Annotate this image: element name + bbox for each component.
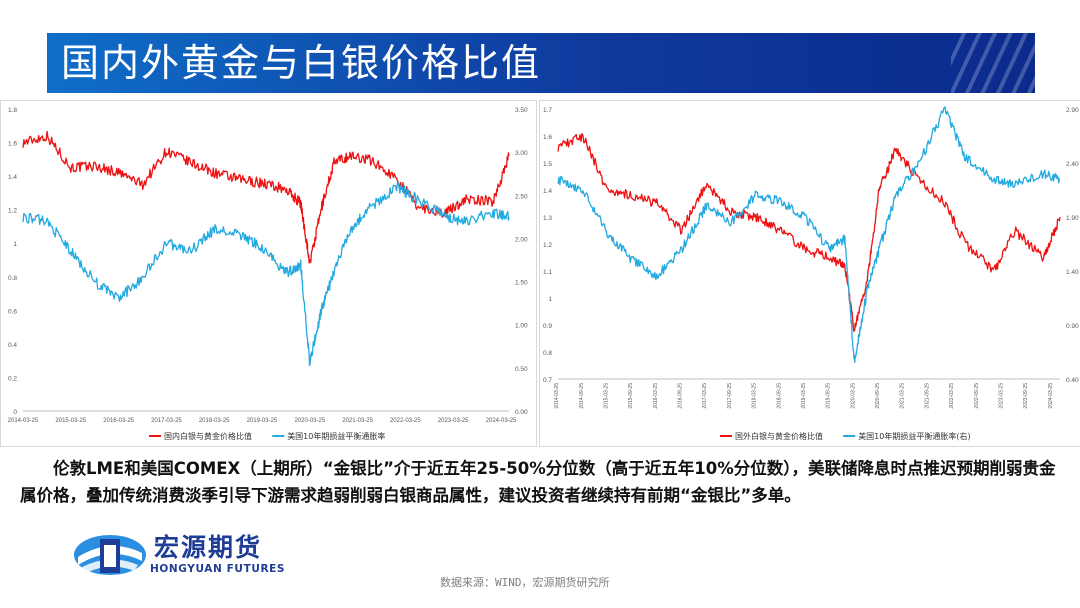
y-right-tick-label: 2.50 — [515, 193, 528, 200]
x-tick-label: 2023-03-25 — [438, 418, 469, 424]
x-tick-label: 2018-03-25 — [751, 383, 757, 409]
x-tick-label: 2022-09-25 — [974, 383, 980, 409]
x-tick-label: 2015-09-25 — [628, 383, 634, 409]
x-tick-label: 2020-09-25 — [875, 383, 881, 409]
y-left-tick-label: 1.8 — [8, 107, 17, 114]
x-tick-label: 2018-09-25 — [776, 383, 782, 409]
x-tick-label: 2024-03-25 — [486, 418, 517, 424]
series-line-breakeven — [22, 181, 510, 367]
y-left-tick-label: 1.7 — [543, 107, 552, 114]
x-tick-label: 2014-09-25 — [579, 383, 585, 409]
y-left-tick-label: 1.3 — [543, 215, 552, 222]
y-left-tick-label: 0 — [13, 409, 17, 416]
y-right-tick-label: 3.50 — [515, 107, 528, 114]
x-tick-label: 2021-09-25 — [924, 383, 930, 409]
y-left-tick-label: 1 — [548, 296, 552, 303]
x-tick-label: 2014-03-25 — [554, 383, 560, 409]
y-left-tick-label: 0.7 — [543, 377, 552, 384]
x-tick-label: 2021-03-25 — [342, 418, 373, 424]
y-left-tick-label: 1.1 — [543, 269, 552, 276]
y-right-tick-label: 1.40 — [1066, 269, 1079, 276]
x-tick-label: 2016-09-25 — [678, 383, 684, 409]
x-tick-label: 2019-03-25 — [247, 418, 278, 424]
chart-domestic-svg: 0 0.2 0.4 0.6 0.8 1 1.2 1.4 1.6 1.8 0.00 0.50 1.00 1.… — [8, 107, 528, 441]
title-banner: 国内外黄金与白银价格比值 — [47, 33, 1035, 93]
y-left-tick-label: 1.6 — [8, 141, 17, 148]
y-left-tick-label: 1 — [13, 241, 17, 248]
y-left-tick-label: 1.5 — [543, 161, 552, 168]
x-tick-label: 2018-03-25 — [199, 418, 230, 424]
legend-label: 美国10年期损益平衡通胀率 — [287, 431, 385, 441]
legend-label: 国内白银与黄金价格比值 — [164, 431, 252, 441]
x-tick-label: 2019-03-25 — [801, 383, 807, 409]
chart-foreign-svg: 0.7 0.8 0.9 1 1.1 1.2 1.3 1.4 1.5 1.6 1.7 0.40 0.90 1… — [543, 106, 1079, 441]
banner-stripe-decoration — [951, 33, 1035, 93]
logo-english-name: HONGYUAN FUTURES — [150, 563, 286, 575]
x-tick-label: 2022-03-25 — [949, 383, 955, 409]
x-tick-label: 2017-09-25 — [727, 383, 733, 409]
page-title: 国内外黄金与白银价格比值 — [61, 41, 542, 85]
legend-label: 国外白银与黄金价格比值 — [735, 431, 823, 441]
x-tick-label: 2024-03-25 — [1048, 383, 1054, 409]
y-left-tick-label: 0.8 — [8, 275, 17, 282]
logo-chinese-name: 宏源期货 — [154, 533, 263, 562]
series-line-breakeven — [557, 106, 1061, 363]
y-right-tick-label: 1.00 — [515, 323, 528, 330]
y-left-tick-label: 1.4 — [8, 174, 17, 181]
series-line-ratio — [557, 132, 1061, 332]
x-tick-label: 2023-03-25 — [998, 383, 1004, 409]
x-tick-label: 2020-03-25 — [850, 383, 856, 409]
y-right-tick-label: 2.90 — [1066, 107, 1079, 114]
x-tick-label: 2023-09-25 — [1023, 383, 1029, 409]
y-right-tick-label: 0.00 — [515, 409, 528, 416]
y-right-tick-label: 0.90 — [1066, 323, 1079, 330]
y-right-tick-label: 1.50 — [515, 280, 528, 287]
data-source-note: 数据来源：WIND，宏源期货研究所 — [440, 576, 610, 589]
legend-label: 美国10年期损益平衡通胀率(右) — [858, 431, 970, 441]
x-tick-label: 2017-03-25 — [702, 383, 708, 409]
y-left-tick-label: 0.6 — [8, 308, 17, 315]
y-left-tick-label: 0.8 — [543, 350, 552, 357]
y-left-tick-label: 1.2 — [543, 242, 552, 249]
y-left-tick-label: 0.2 — [8, 375, 17, 382]
chart-foreign-ratio: 0.7 0.8 0.9 1 1.1 1.2 1.3 1.4 1.5 1.6 1.7 0.40 0.90 1… — [539, 100, 1080, 447]
x-tick-label: 2017-03-25 — [151, 418, 182, 424]
x-tick-label: 2016-03-25 — [103, 418, 134, 424]
x-tick-label: 2022-03-25 — [390, 418, 421, 424]
y-left-tick-label: 1.6 — [543, 134, 552, 141]
x-tick-label: 2020-03-25 — [294, 418, 325, 424]
analysis-paragraph: 伦敦LME和美国COMEX（上期所）“金银比”介于近五年25-50%分位数（高于… — [20, 459, 1056, 505]
y-left-tick-label: 0.9 — [543, 323, 552, 330]
y-left-tick-label: 1.2 — [8, 208, 17, 215]
chart-domestic-ratio: 0 0.2 0.4 0.6 0.8 1 1.2 1.4 1.6 1.8 0.00 0.50 1.00 1.… — [0, 100, 537, 447]
hongyuan-logo: 宏源期货 HONGYUAN FUTURES — [72, 531, 312, 579]
y-right-tick-label: 1.90 — [1066, 215, 1079, 222]
y-right-tick-label: 0.50 — [515, 366, 528, 373]
x-tick-label: 2016-03-25 — [653, 383, 659, 409]
y-left-tick-label: 0.4 — [8, 342, 17, 349]
y-right-tick-label: 2.40 — [1066, 161, 1079, 168]
logo-emblem-icon — [74, 535, 146, 575]
y-right-tick-label: 2.00 — [515, 236, 528, 243]
y-right-tick-label: 3.00 — [515, 150, 528, 157]
x-tick-label: 2015-03-25 — [55, 418, 86, 424]
x-tick-label: 2021-03-25 — [900, 383, 906, 409]
y-right-tick-label: 0.40 — [1066, 377, 1079, 384]
y-left-tick-label: 1.4 — [543, 188, 552, 195]
x-tick-label: 2014-03-25 — [8, 418, 39, 424]
x-tick-label: 2015-03-25 — [603, 383, 609, 409]
series-line-ratio — [22, 130, 510, 264]
x-tick-label: 2019-09-25 — [826, 383, 832, 409]
